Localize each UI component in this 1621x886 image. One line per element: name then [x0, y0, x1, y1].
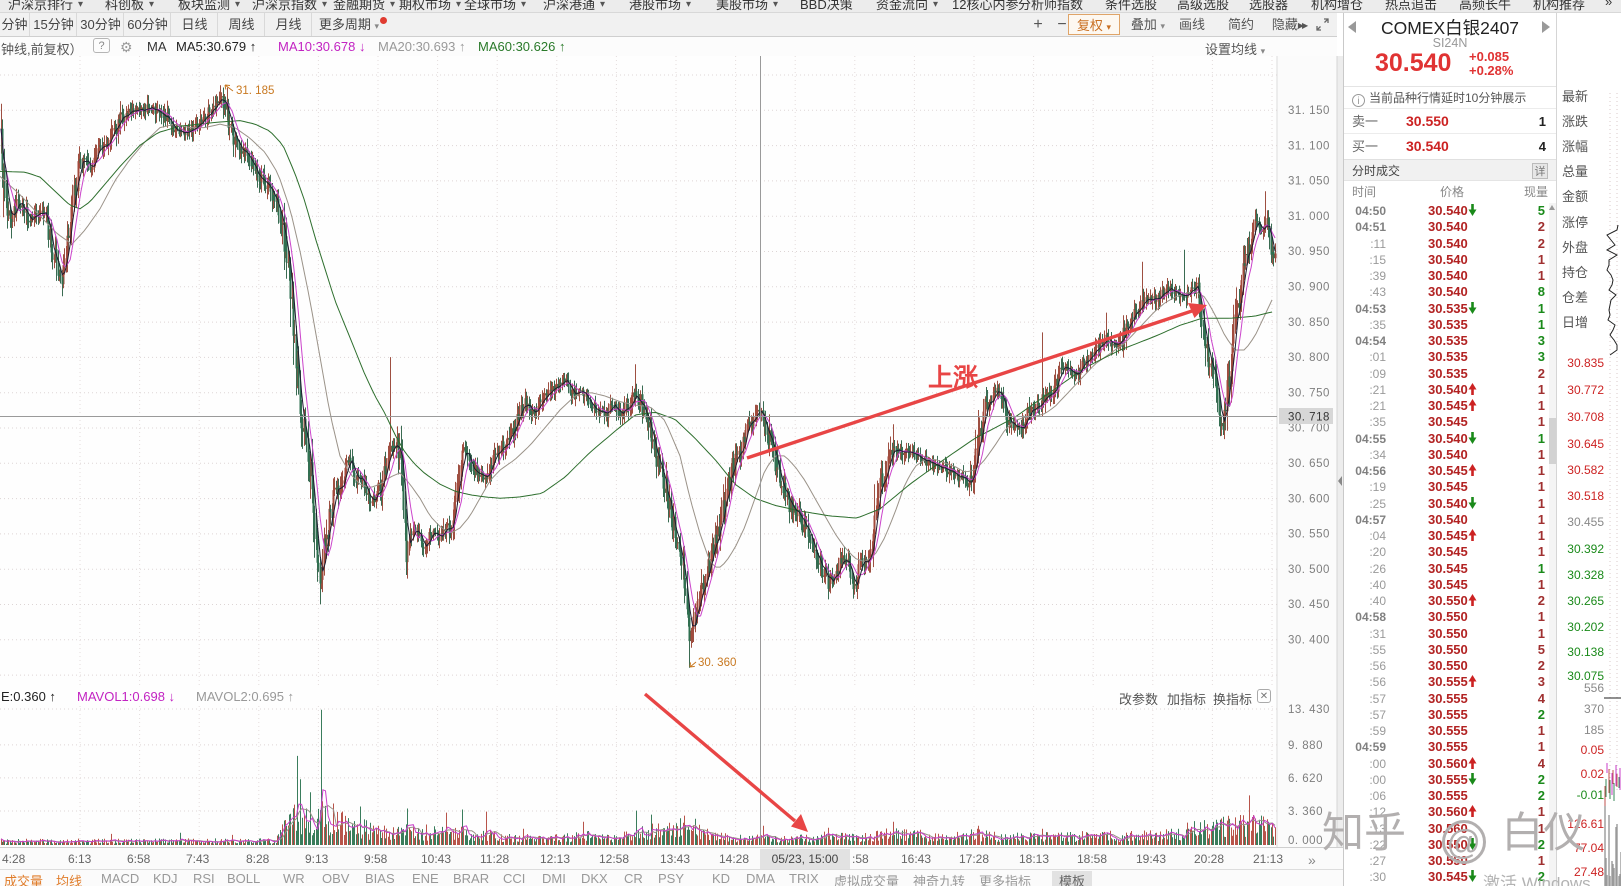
svg-text:上涨: 上涨: [928, 364, 978, 392]
svg-text:30. 450: 30. 450: [1288, 599, 1330, 611]
svg-text:0. 000: 0. 000: [1288, 835, 1323, 847]
svg-text:31. 100: 31. 100: [1288, 140, 1330, 152]
svg-text:30. 950: 30. 950: [1288, 246, 1330, 258]
svg-text:9. 880: 9. 880: [1288, 740, 1323, 752]
svg-text:30. 718: 30. 718: [1288, 412, 1330, 424]
svg-text:6. 620: 6. 620: [1288, 773, 1323, 785]
svg-text:30. 550: 30. 550: [1288, 529, 1330, 541]
svg-text:30. 750: 30. 750: [1288, 387, 1330, 399]
svg-text:30. 500: 30. 500: [1288, 564, 1330, 576]
svg-text:30. 900: 30. 900: [1288, 282, 1330, 294]
svg-text:30. 600: 30. 600: [1288, 493, 1330, 505]
svg-text:31. 185: 31. 185: [236, 85, 274, 97]
svg-text:30. 850: 30. 850: [1288, 317, 1330, 329]
svg-text:30. 700: 30. 700: [1288, 423, 1330, 435]
svg-text:30. 360: 30. 360: [698, 657, 736, 669]
svg-text:30. 400: 30. 400: [1288, 635, 1330, 647]
svg-text:31. 150: 31. 150: [1288, 105, 1330, 117]
svg-text:3. 360: 3. 360: [1288, 806, 1323, 818]
svg-text:30. 800: 30. 800: [1288, 352, 1330, 364]
svg-text:13. 430: 13. 430: [1288, 704, 1330, 716]
svg-text:31. 050: 31. 050: [1288, 176, 1330, 188]
svg-text:30. 650: 30. 650: [1288, 458, 1330, 470]
svg-text:31. 000: 31. 000: [1288, 211, 1330, 223]
